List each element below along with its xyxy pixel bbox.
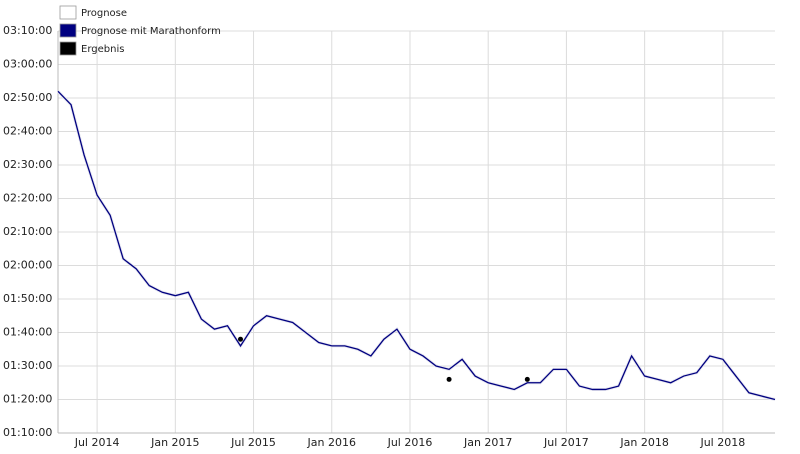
y-tick-label: 01:40:00 (3, 326, 52, 339)
legend-swatch (59, 5, 77, 20)
y-tick-label: 01:10:00 (3, 426, 52, 439)
result-point (446, 376, 452, 382)
x-tick-label: Jul 2018 (699, 436, 745, 449)
legend-swatch (59, 23, 77, 38)
x-tick-label: Jul 2017 (543, 436, 589, 449)
series-line (57, 90, 776, 401)
x-tick-label: Jul 2015 (230, 436, 276, 449)
legend-label: Ergebnis (81, 44, 124, 55)
result-point (524, 376, 530, 382)
x-tick-label: Jul 2016 (387, 436, 433, 449)
y-tick-label: 02:50:00 (3, 91, 52, 104)
x-tick-label: Jan 2016 (307, 436, 356, 449)
legend-swatch (59, 41, 77, 56)
y-tick-label: 01:50:00 (3, 292, 52, 305)
y-tick-label: 02:10:00 (3, 225, 52, 238)
legend-label: Prognose mit Marathonform (81, 26, 221, 37)
y-tick-label: 02:20:00 (3, 192, 52, 205)
x-tick-label: Jul 2014 (74, 436, 120, 449)
y-tick-label: 01:30:00 (3, 359, 52, 372)
y-tick-label: 02:00:00 (3, 259, 52, 272)
x-tick-label: Jan 2015 (150, 436, 199, 449)
y-tick-label: 03:10:00 (3, 24, 52, 37)
x-tick-label: Jan 2017 (463, 436, 512, 449)
y-tick-label: 01:20:00 (3, 393, 52, 406)
legend-label: Prognose (81, 8, 127, 19)
result-point (238, 336, 244, 342)
y-tick-label: 02:30:00 (3, 158, 52, 171)
y-tick-label: 02:40:00 (3, 125, 52, 138)
x-tick-label: Jan 2018 (619, 436, 668, 449)
y-tick-label: 03:00:00 (3, 58, 52, 71)
